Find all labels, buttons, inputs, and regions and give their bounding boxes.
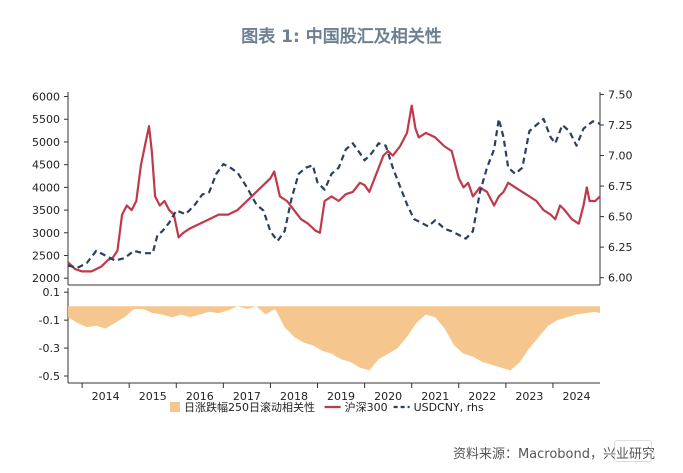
left-tick-label: 3500 <box>32 204 60 217</box>
x-tick-label: 2017 <box>233 390 261 403</box>
x-tick-label: 2022 <box>468 390 496 403</box>
x-tick-label: 2024 <box>562 390 590 403</box>
right-tick-label: 7.00 <box>608 150 633 163</box>
right-tick-label: 6.00 <box>608 272 633 285</box>
left-tick-label: 3000 <box>32 227 60 240</box>
x-tick-label: 2021 <box>421 390 449 403</box>
left-tick-label: 6000 <box>32 91 60 104</box>
legend-swatch-corr <box>170 402 180 412</box>
bottom-tick-label: -0.1 <box>39 314 60 327</box>
watermark-logo <box>614 440 652 462</box>
x-tick-label: 2019 <box>327 390 355 403</box>
legend-label: 日涨跌幅250日滚动相关性 <box>184 400 315 414</box>
legend-label: USDCNY, rhs <box>414 401 484 414</box>
x-tick-label: 2016 <box>186 390 214 403</box>
chart-title: 图表 1: 中国股汇及相关性 <box>241 27 442 47</box>
legend: 日涨跌幅250日滚动相关性 沪深300 USDCNY, rhs <box>170 400 484 414</box>
left-tick-label: 2500 <box>32 249 60 262</box>
right-tick-label: 6.50 <box>608 211 633 224</box>
x-tick-label: 2020 <box>374 390 402 403</box>
right-tick-label: 7.50 <box>608 88 633 101</box>
left-tick-label: 4000 <box>32 181 60 194</box>
left-tick-label: 5500 <box>32 113 60 126</box>
left-tick-label: 5000 <box>32 136 60 149</box>
bottom-tick-label: -0.5 <box>39 370 60 383</box>
bottom-panel: 0.1 -0.1 -0.3 -0.5 <box>39 286 600 384</box>
x-tick-label: 2023 <box>515 390 543 403</box>
csi300-line <box>67 104 601 273</box>
left-tick-label: 4500 <box>32 159 60 172</box>
right-tick-label: 6.75 <box>608 180 633 193</box>
top-panel: 2000 2500 3000 3500 4000 4500 5000 5500 6000 6.00… <box>32 88 633 286</box>
x-tick-label: 2015 <box>139 390 167 403</box>
x-tick-label: 2014 <box>92 390 120 403</box>
usdcny-line <box>67 117 601 269</box>
right-tick-label: 6.25 <box>608 241 633 254</box>
legend-label: 沪深300 <box>345 400 388 414</box>
source-note: 资料来源：Macrobond，兴业研究 <box>452 447 655 462</box>
correlation-area <box>68 306 600 371</box>
left-tick-label: 2000 <box>32 272 60 285</box>
x-axis: 2014 2015 2016 2017 2018 2019 2020 2021 2022 2023… <box>81 383 590 403</box>
bottom-tick-label: -0.3 <box>39 342 60 355</box>
bottom-tick-label: 0.1 <box>43 286 61 299</box>
right-tick-label: 7.25 <box>608 119 633 132</box>
x-tick-label: 2018 <box>280 390 308 403</box>
